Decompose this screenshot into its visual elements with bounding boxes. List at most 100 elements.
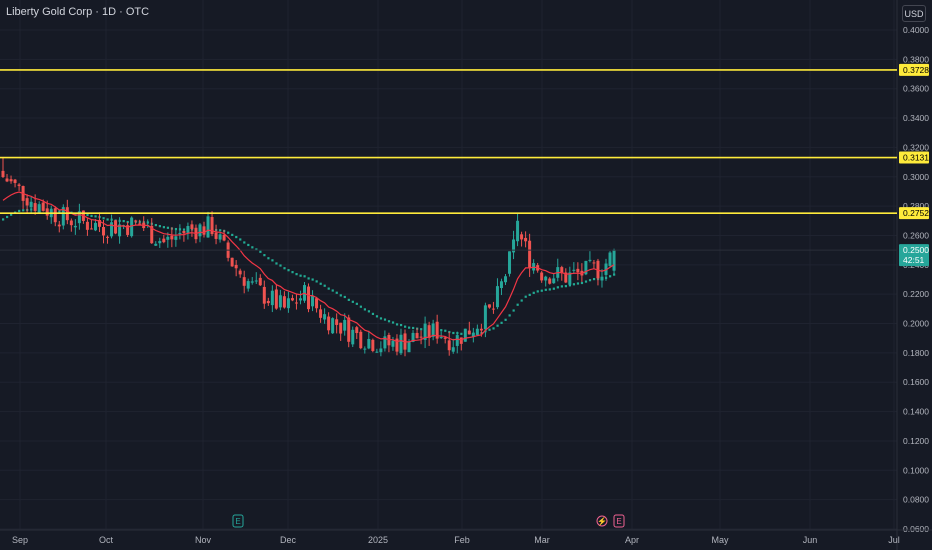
candle-body — [9, 179, 13, 182]
x-tick-label: Mar — [534, 535, 550, 545]
candle-body — [540, 272, 544, 281]
ema-slow-point — [158, 225, 161, 228]
y-tick-label: 0.3000 — [903, 172, 929, 182]
earnings-marker-label: E — [616, 517, 621, 526]
dividend-marker — [596, 515, 608, 527]
ema-slow-point — [528, 293, 531, 296]
ema-slow-point — [106, 218, 109, 221]
candle-body — [423, 323, 427, 340]
candle-body — [5, 178, 9, 182]
ema-slow-point — [387, 320, 391, 323]
chart-title: Liberty Gold Corp · 1D · OTC — [6, 6, 150, 18]
candle-body — [298, 298, 302, 301]
ema-slow-point — [404, 325, 407, 328]
ema-slow-point — [359, 305, 362, 308]
candle-body — [331, 318, 335, 334]
candle-body — [612, 250, 616, 271]
candle-body — [524, 237, 528, 242]
candle-body — [359, 331, 363, 349]
ema-slow-point — [355, 302, 358, 305]
candle-body — [375, 351, 379, 353]
candle-body — [254, 280, 258, 282]
candle-body — [459, 337, 463, 344]
ema-slow-point — [391, 321, 395, 324]
candle-body — [33, 203, 37, 211]
ema-slow-point — [219, 229, 222, 232]
candle-body — [576, 268, 580, 273]
candle-body — [202, 226, 206, 235]
ema-slow-point — [420, 328, 423, 331]
ema-slow-point — [247, 243, 250, 247]
ema-slow-point — [10, 213, 13, 216]
ema-slow-point — [379, 317, 383, 320]
candle-body — [311, 295, 315, 307]
ema-slow-point — [18, 209, 21, 213]
candle-body — [544, 276, 548, 281]
dividend-event-icon[interactable]: ⚡ — [596, 515, 608, 527]
ema-slow-point — [174, 227, 178, 231]
ema-slow-point — [182, 228, 186, 231]
candle-body — [399, 334, 403, 354]
ema-fast-line — [2, 191, 615, 343]
candle-body — [242, 277, 246, 286]
y-tick-label: 0.1000 — [903, 465, 929, 475]
ema-slow-point — [126, 220, 129, 224]
x-tick-label: Nov — [195, 535, 212, 545]
candle-body — [13, 179, 17, 183]
candle-body — [250, 281, 254, 283]
y-tick-label: 0.2800 — [903, 201, 929, 211]
ema-slow-point — [231, 233, 234, 237]
ema-slow-point — [576, 282, 580, 285]
ema-slow-point — [283, 267, 286, 270]
candle-body — [479, 328, 483, 331]
ema-slow-point — [580, 281, 584, 285]
candle-body — [319, 309, 323, 318]
ema-slow-point — [609, 275, 612, 278]
x-tick-label: Sep — [12, 535, 28, 545]
ema-slow-point — [552, 287, 555, 290]
candle-body — [102, 226, 105, 236]
y-tick-label: 0.3600 — [903, 84, 929, 94]
ema-slow-point — [408, 326, 411, 329]
ema-slow-point — [291, 271, 294, 274]
candle-body — [383, 336, 387, 349]
y-tick-label: 0.2600 — [903, 230, 929, 240]
ema-slow-point — [572, 283, 576, 286]
currency-button[interactable]: USD — [902, 5, 926, 22]
earnings-event-icon[interactable]: E — [613, 514, 625, 528]
x-tick-label: Jul — [888, 535, 900, 545]
ema-slow-point — [94, 215, 97, 218]
y-tick-label: 0.2200 — [903, 289, 929, 299]
candle-body — [218, 234, 222, 240]
candle-body — [154, 243, 158, 246]
candle-body — [447, 340, 451, 351]
ema-slow-point — [90, 214, 93, 218]
ema-slow-point — [516, 303, 519, 306]
ema-slow-point — [584, 280, 588, 283]
ema-slow-point — [251, 246, 254, 249]
candle-body — [138, 223, 142, 225]
candle-body — [592, 262, 596, 264]
candle-body — [73, 225, 77, 228]
candle-body — [61, 207, 65, 226]
ema-slow-point — [323, 284, 326, 287]
ema-slow-point — [166, 226, 170, 229]
candle-body — [174, 236, 178, 240]
candle-body — [25, 198, 29, 206]
candle-body — [584, 260, 588, 275]
ema-slow-point — [363, 308, 366, 311]
candle-body — [568, 272, 572, 285]
candle-body — [126, 225, 130, 235]
candle-body — [282, 296, 286, 308]
candle-body — [294, 302, 298, 304]
ema-slow-point — [383, 318, 387, 321]
candle-body — [178, 232, 182, 234]
x-tick-label: May — [711, 535, 729, 545]
ema-slow-point — [58, 210, 61, 213]
earnings-event-icon[interactable]: E — [232, 514, 244, 528]
ema-slow-point — [307, 277, 310, 280]
candle-body — [118, 224, 122, 237]
ema-slow-point — [399, 323, 403, 327]
candle-body — [419, 336, 423, 338]
